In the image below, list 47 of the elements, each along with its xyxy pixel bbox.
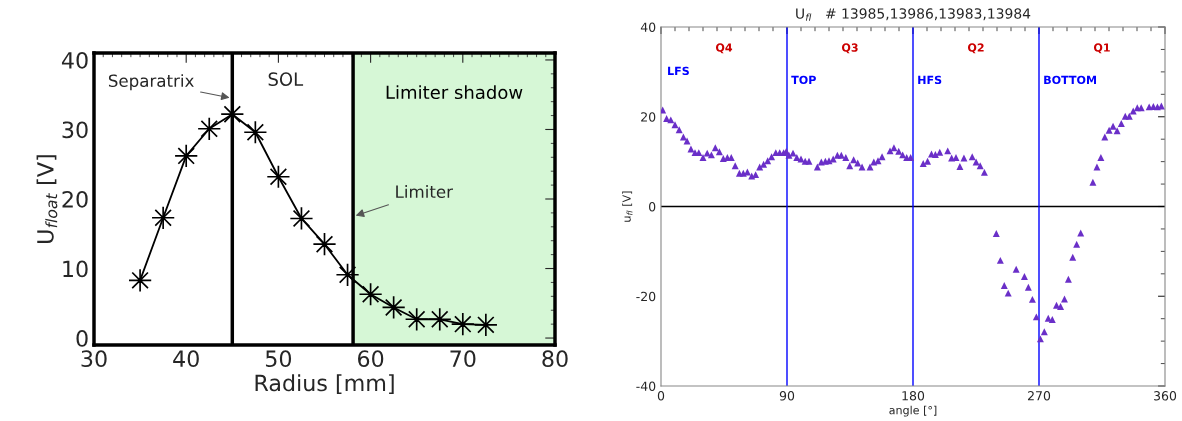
annotation: Q1 <box>1093 43 1110 54</box>
y-tick-label: -40 <box>636 381 656 391</box>
x-tick-label: 0 <box>657 391 665 401</box>
x-axis-title: angle [°] <box>889 405 937 417</box>
x-tick-label: 30 <box>81 350 107 368</box>
x-tick-label: 50 <box>265 350 292 368</box>
x-tick-label: 80 <box>542 350 568 368</box>
y-axis-title: U$_{float}$ [V] <box>36 155 58 243</box>
x-tick-label: 180 <box>902 391 925 401</box>
point <box>266 164 291 189</box>
y-tick-label: 0 <box>76 330 88 347</box>
ref-line-label: BOTTOM <box>1044 75 1096 85</box>
y-tick-label: 10 <box>63 260 88 278</box>
ref-line-label: Limiter <box>396 185 453 198</box>
ref-line-label: TOP <box>791 75 816 85</box>
y-axis-title: u$_{fl}$ [V] <box>622 191 633 222</box>
x-tick-label: 270 <box>1027 391 1051 401</box>
ref-line-label: HFS <box>918 75 942 85</box>
annotation: Q2 <box>967 43 984 54</box>
x-axis-title: Radius [mm] <box>255 374 394 394</box>
y-tick-label: 20 <box>641 112 656 122</box>
point <box>450 312 475 337</box>
point <box>427 307 452 332</box>
y-tick-label: 20 <box>62 190 88 208</box>
band-label: Limiter shadow <box>386 85 523 100</box>
point <box>151 205 176 230</box>
ref-line-label: Separatrix <box>108 74 194 91</box>
y-tick-label: 0 <box>649 201 656 212</box>
y-tick-label: 30 <box>62 121 88 139</box>
point <box>174 143 199 168</box>
x-tick-label: 40 <box>173 350 199 368</box>
point <box>404 307 429 332</box>
point <box>473 312 498 337</box>
point <box>358 282 383 307</box>
point <box>197 116 222 141</box>
annotation: Q4 <box>715 43 733 54</box>
x-tick-label: 90 <box>779 391 795 401</box>
y-tick-label: 40 <box>61 51 88 69</box>
annotation: LFS <box>668 66 689 76</box>
annotation: SOL <box>268 72 304 86</box>
x-tick-label: 60 <box>358 350 384 368</box>
annotation: Q3 <box>841 43 858 54</box>
y-tick-label: 40 <box>640 22 656 32</box>
x-tick-label: 360 <box>1154 391 1177 401</box>
x-tick-label: 70 <box>450 350 476 368</box>
y-tick-label: -20 <box>636 291 656 302</box>
chart-title: U$_{fl}$ # 13985,13986,13983,13984 <box>796 8 1031 21</box>
